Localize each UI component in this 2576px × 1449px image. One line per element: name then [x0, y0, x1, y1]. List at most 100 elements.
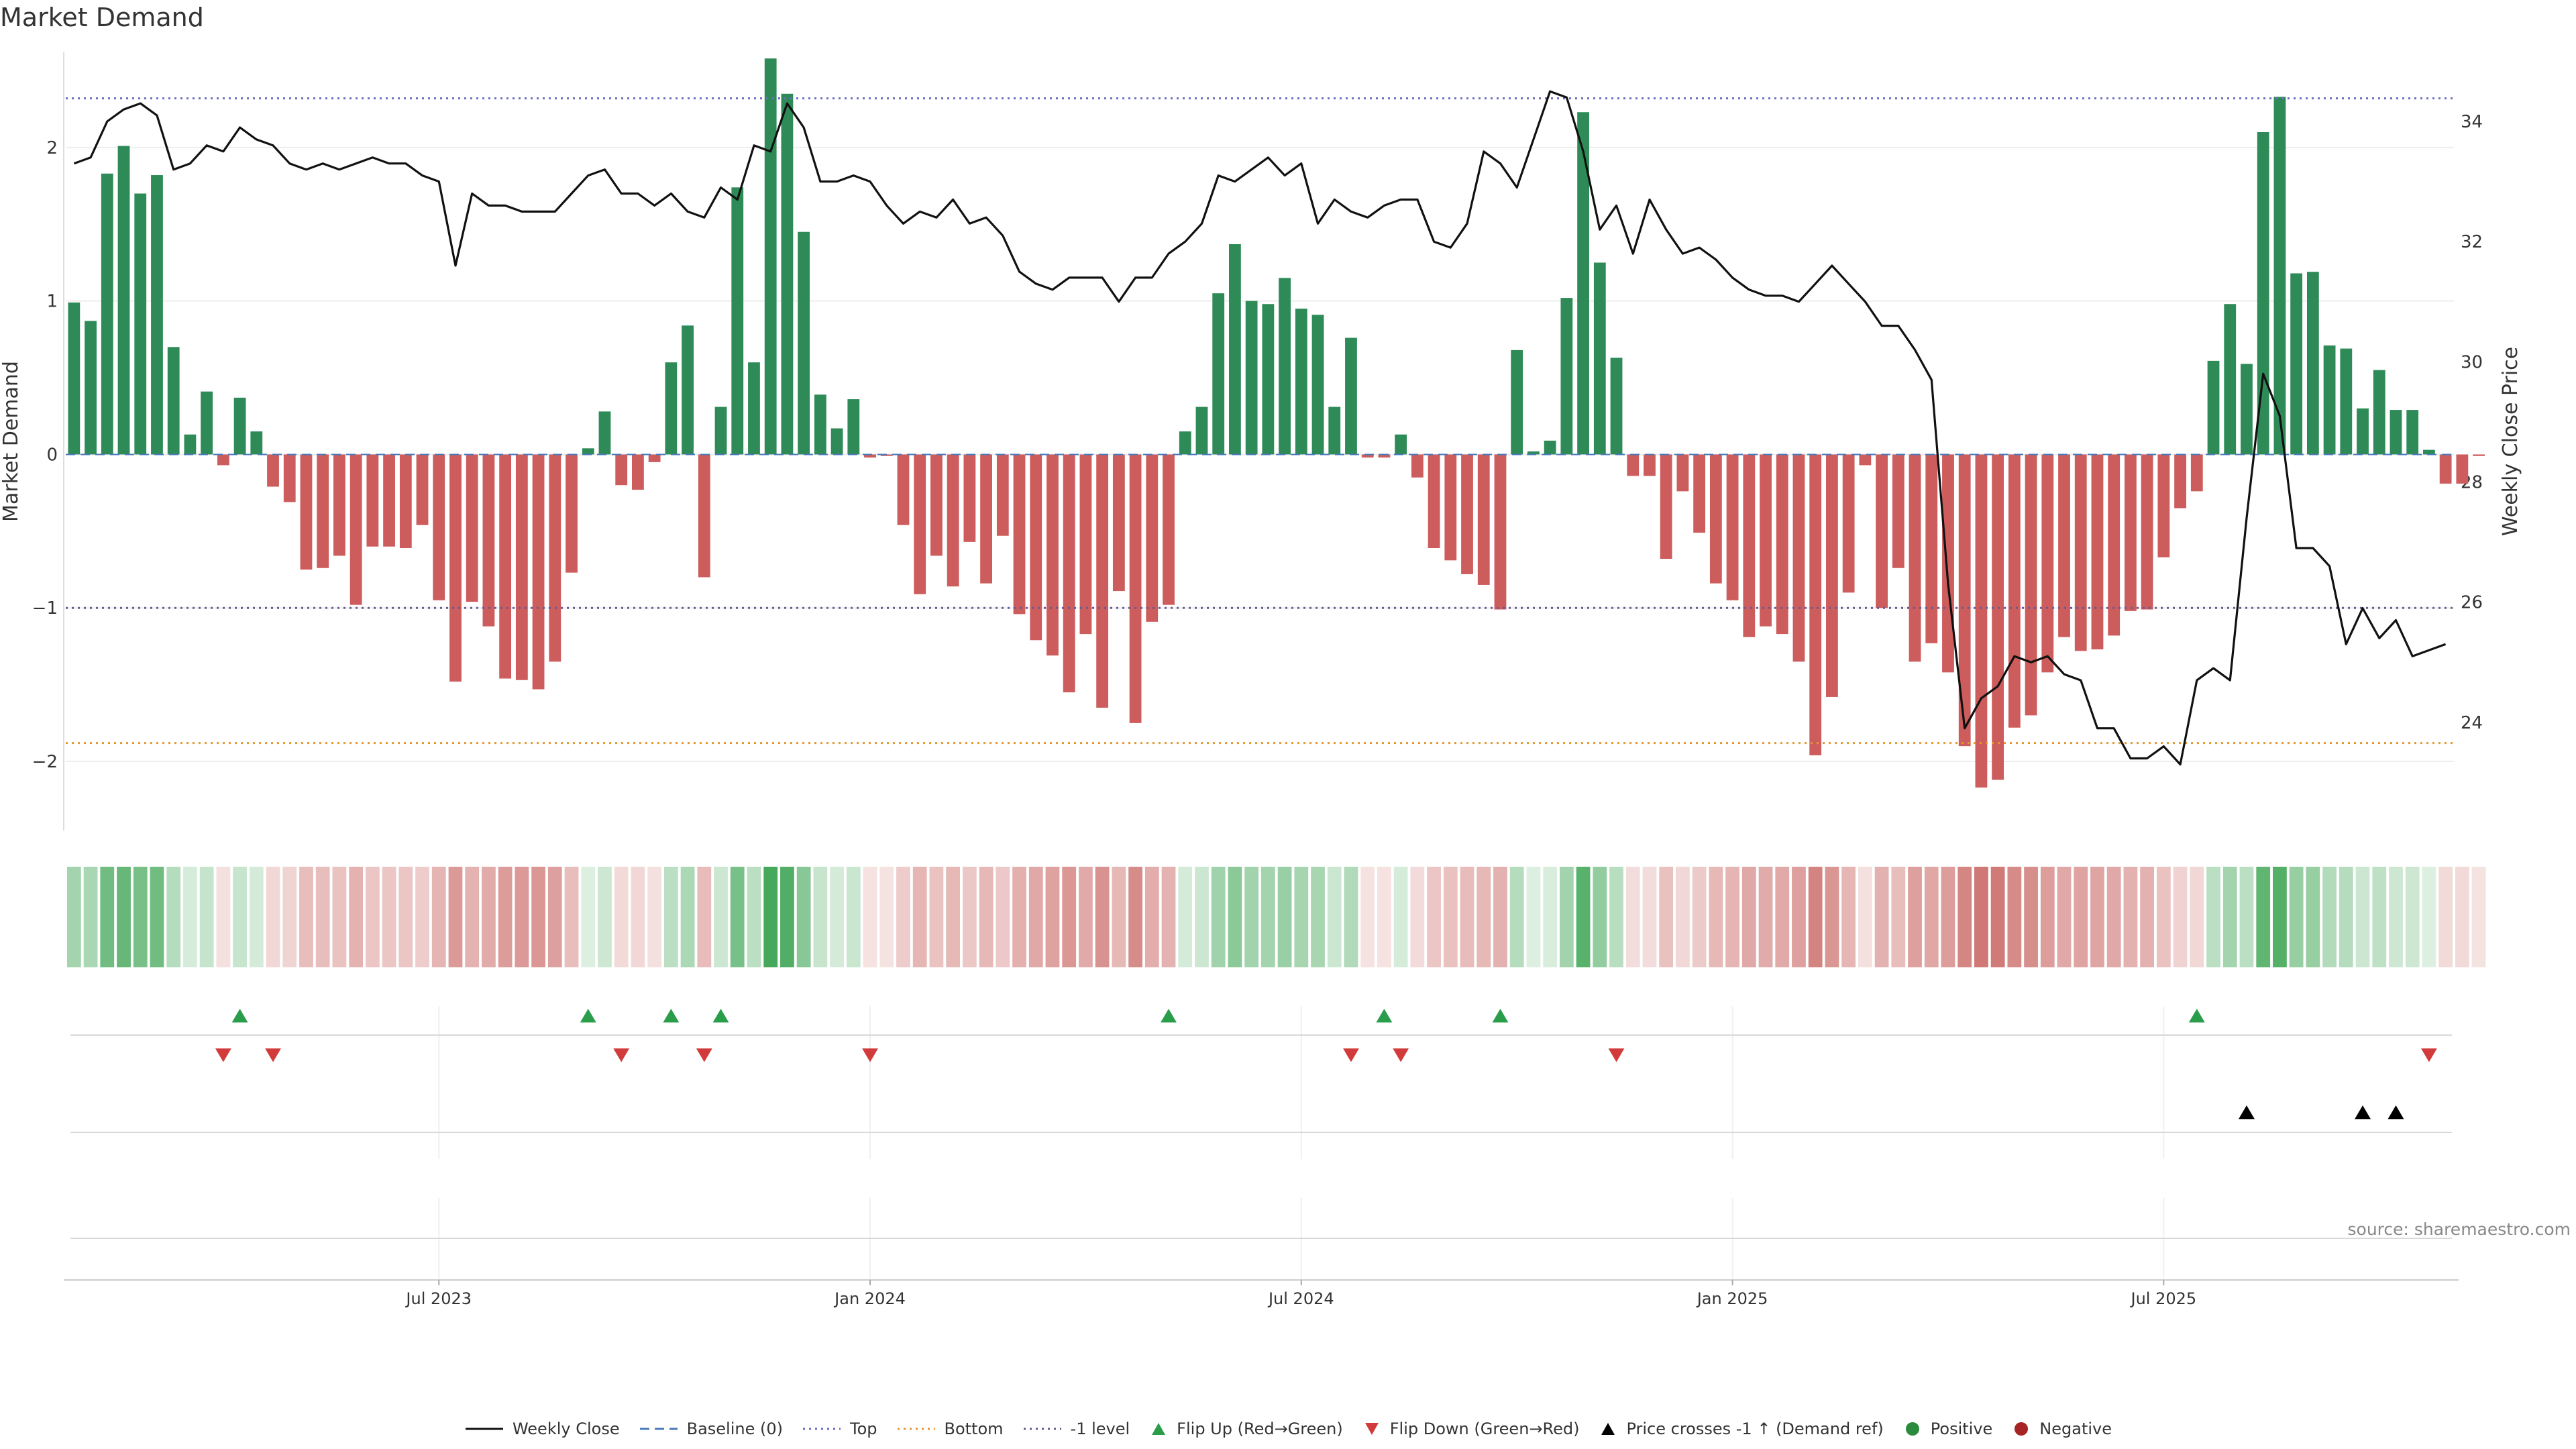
heat-cell — [1792, 867, 1806, 967]
demand-bar-positive — [748, 362, 760, 455]
heat-cell — [2273, 867, 2287, 967]
heat-cell — [2389, 867, 2403, 967]
demand-bar-positive — [2390, 410, 2402, 455]
legend-label: Flip Down (Green→Red) — [1389, 1419, 1580, 1438]
demand-bar-positive — [117, 146, 130, 455]
demand-bar-negative — [1627, 454, 1640, 476]
legend-label: Price crosses -1 ↑ (Demand ref) — [1626, 1419, 1884, 1438]
heat-cell — [1526, 867, 1541, 967]
demand-bar-positive — [1311, 315, 1324, 455]
heat-cell — [680, 867, 695, 967]
demand-bar-negative — [1079, 454, 1092, 635]
demand-bar-negative — [1494, 454, 1507, 610]
demand-bar-negative — [1942, 454, 1954, 673]
flip-up-marker — [663, 1008, 680, 1023]
demand-bar-negative — [466, 454, 478, 602]
demand-bar-negative — [515, 454, 528, 680]
heat-cell — [1741, 867, 1756, 967]
heat-cell — [482, 867, 496, 967]
heat-cell — [133, 867, 148, 967]
demand-bar-negative — [1892, 454, 1904, 568]
y-right-tick-label: 32 — [2461, 232, 2483, 252]
legend-item: -1 level — [1022, 1419, 1130, 1438]
heat-cell — [1211, 867, 1226, 967]
y-left-tick-label: 2 — [46, 138, 58, 158]
demand-bar-negative — [449, 454, 462, 682]
heat-cell — [2422, 867, 2436, 967]
heat-cell — [2206, 867, 2220, 967]
demand-bar-negative — [1693, 454, 1706, 533]
heat-cell — [2372, 867, 2387, 967]
demand-bar-negative — [1975, 454, 1988, 788]
flip-up-marker — [1492, 1008, 1509, 1023]
legend-swatch — [1152, 1423, 1166, 1435]
demand-bar-negative — [1361, 454, 1374, 458]
legend-label: Flip Up (Red→Green) — [1177, 1419, 1343, 1438]
price-cross-marker — [2355, 1105, 2371, 1120]
heat-cell — [614, 867, 629, 967]
heat-cell — [1676, 867, 1690, 967]
heat-cell — [547, 867, 562, 967]
demand-bar-negative — [648, 454, 661, 462]
heat-cell — [1659, 867, 1674, 967]
heat-cell — [747, 867, 761, 967]
weekly-close-line — [73, 90, 2447, 766]
demand-bar-negative — [1992, 454, 2004, 780]
demand-bar-negative — [1760, 454, 1772, 627]
demand-bar-positive — [2257, 131, 2269, 455]
heat-cell — [647, 867, 662, 967]
demand-bar-positive — [1577, 112, 1589, 455]
demand-bar-positive — [1212, 293, 1225, 455]
legend-label: Negative — [2039, 1419, 2112, 1438]
heat-cell — [2306, 867, 2320, 967]
legend-item: Top — [802, 1419, 877, 1438]
price-cross-marker — [2238, 1105, 2255, 1120]
heat-cell — [448, 867, 463, 967]
heat-cell — [1161, 867, 1176, 967]
heat-cell — [2040, 867, 2055, 967]
heat-cell — [299, 867, 313, 967]
heat-cell — [2405, 867, 2420, 967]
demand-bar-positive — [85, 321, 97, 455]
legend-swatch-mark — [1152, 1423, 1166, 1435]
demand-bar-negative — [2439, 454, 2452, 484]
heat-cell — [266, 867, 280, 967]
legend-item: Bottom — [896, 1419, 1004, 1438]
demand-bar-positive — [1295, 309, 1307, 455]
demand-bar-negative — [1461, 454, 1473, 574]
heat-cell — [1758, 867, 1773, 967]
heat-cell — [979, 867, 994, 967]
legend-swatch — [1364, 1423, 1379, 1435]
y-left-tick-label: −2 — [32, 752, 58, 772]
heat-cell — [1858, 867, 1872, 967]
demand-bar-negative — [864, 454, 876, 458]
demand-bar-positive — [167, 347, 180, 455]
demand-bar-negative — [566, 454, 578, 573]
heat-cell — [1609, 867, 1623, 967]
demand-bar-positive — [2340, 348, 2353, 455]
flip-down-marker — [2420, 1048, 2437, 1063]
heat-cell — [1990, 867, 2005, 967]
demand-bar-negative — [1743, 454, 1756, 637]
demand-bar-negative — [499, 454, 512, 679]
heat-cell — [1095, 867, 1110, 967]
demand-bar-negative — [1709, 454, 1722, 584]
demand-bar-negative — [1444, 454, 1457, 561]
heat-cell — [1311, 867, 1325, 967]
heat-cell — [912, 867, 927, 967]
demand-bar-negative — [1809, 454, 1822, 755]
heat-cell — [1144, 867, 1159, 967]
heat-cell — [1260, 867, 1275, 967]
demand-bar-negative — [1378, 454, 1391, 458]
legend-swatch — [1905, 1422, 1919, 1436]
legend-swatch-mark — [2015, 1422, 2029, 1436]
heat-cell — [714, 867, 728, 967]
legend-label: Positive — [1930, 1419, 1993, 1438]
flip-down-marker — [613, 1048, 630, 1063]
demand-bar-positive — [582, 448, 594, 455]
heat-cell — [365, 867, 380, 967]
demand-bar-negative — [1909, 454, 1921, 662]
y-right-tick-label: 26 — [2461, 593, 2483, 613]
demand-bar-positive — [1560, 298, 1573, 455]
legend-item: Flip Up (Red→Green) — [1148, 1419, 1343, 1438]
